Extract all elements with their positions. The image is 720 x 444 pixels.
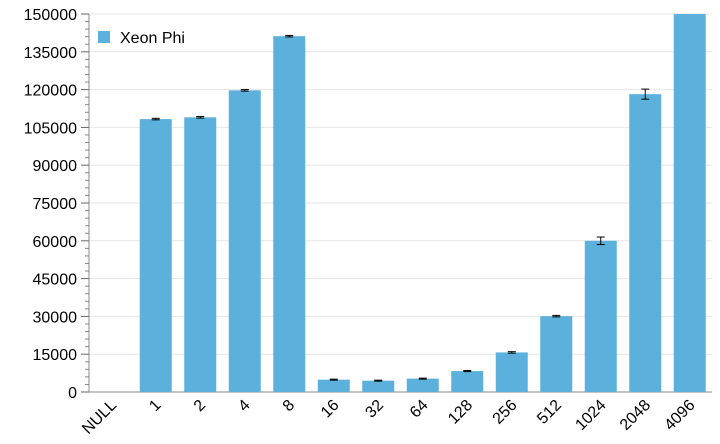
bar — [540, 316, 573, 392]
y-tick-label: 0 — [68, 385, 77, 402]
x-tick-label: 8 — [280, 397, 298, 415]
x-tick-label: 1024 — [572, 397, 609, 434]
bar — [673, 14, 706, 392]
x-tick-label: 2048 — [617, 397, 654, 434]
y-tick-label: 30000 — [33, 309, 78, 326]
legend-label: Xeon Phi — [120, 30, 185, 47]
x-tick-label: 64 — [407, 397, 432, 422]
x-tick-label: 128 — [445, 397, 476, 428]
x-tick-label: 512 — [534, 397, 565, 428]
y-tick-labels: 0 15000 30000 45000 60000 75000 90000 105000 120… — [24, 7, 77, 402]
bar — [495, 352, 528, 392]
y-tick-label: 105000 — [24, 120, 77, 137]
bar — [273, 36, 306, 393]
gridlines — [89, 13, 712, 393]
y-tick-label: 135000 — [24, 45, 77, 62]
bar — [139, 119, 172, 393]
x-tick-label: 1 — [146, 397, 164, 415]
bar — [406, 378, 439, 392]
y-tick-label: 15000 — [33, 347, 78, 364]
bar — [629, 94, 662, 393]
bar — [362, 380, 395, 392]
error-bars — [151, 34, 650, 382]
y-tick-label: 150000 — [24, 7, 77, 24]
x-tick-label: 4 — [235, 397, 253, 415]
bar — [584, 240, 617, 392]
y-tick-label: 60000 — [33, 234, 78, 251]
x-tick-label: 32 — [362, 397, 387, 422]
bar — [317, 379, 350, 392]
bars — [139, 14, 706, 393]
bar — [184, 117, 217, 392]
bar — [451, 371, 484, 392]
legend-swatch — [98, 31, 110, 43]
y-tick-label: 90000 — [33, 158, 78, 175]
y-tick-label: 75000 — [33, 196, 78, 213]
y-tick-label: 45000 — [33, 272, 78, 289]
x-tick-label: 256 — [490, 397, 521, 428]
legend: Xeon Phi — [98, 30, 185, 47]
x-tick-labels: NULL 1 2 4 8 16 32 64 128 256 512 1024 2048 4096 — [79, 397, 699, 438]
y-tick-label: 120000 — [24, 83, 77, 100]
bar — [228, 90, 261, 392]
x-tick-label: 2 — [191, 397, 209, 415]
x-tick-label: NULL — [79, 397, 120, 438]
x-tick-label: 16 — [318, 397, 343, 422]
x-tick-label: 4096 — [661, 397, 698, 434]
